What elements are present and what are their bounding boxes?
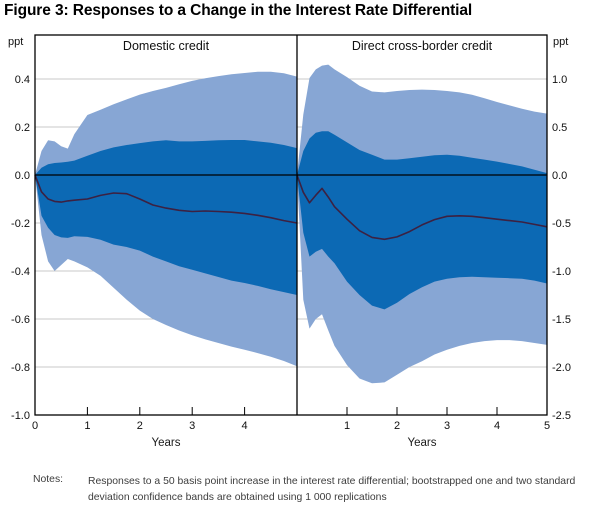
y-axis-right-tick-label: -2.5 bbox=[552, 410, 571, 422]
x-axis-label-right: Years bbox=[407, 437, 437, 449]
y-axis-left-tick-label: -0.8 bbox=[11, 362, 30, 374]
notes-text: Responses to a 50 basis point increase i… bbox=[88, 476, 576, 504]
panel-title-cross-border-credit: Direct cross-border credit bbox=[351, 39, 493, 53]
y-axis-right-tick-label: -1.5 bbox=[552, 314, 571, 326]
y-axis-right-tick-label: 0.5 bbox=[552, 122, 567, 134]
plot-frame bbox=[34, 34, 548, 416]
y-axis-left-tick-label: -0.6 bbox=[11, 314, 30, 326]
y-axis-right-tick-label: 1.0 bbox=[552, 74, 567, 86]
x-axis-tick-label: 4 bbox=[242, 420, 248, 432]
y-axis-left-tick-label: 0.2 bbox=[15, 122, 30, 134]
confidence-band-1sd bbox=[297, 131, 547, 310]
x-axis-tick-label: 3 bbox=[444, 420, 450, 432]
y-axis-right-tick-label: -2.0 bbox=[552, 362, 571, 374]
y-axis-left-tick-label: 0.0 bbox=[15, 170, 30, 182]
y-axis-left-tick-label: -1.0 bbox=[11, 410, 30, 422]
y-axis-right-tick-label: -1.0 bbox=[552, 266, 571, 278]
panel-title-domestic-credit: Domestic credit bbox=[122, 39, 210, 53]
x-axis-label-left: Years bbox=[151, 437, 181, 449]
y-axis-left-tick-label: 0.4 bbox=[15, 74, 30, 86]
y-axis-right-tick-label: -0.5 bbox=[552, 218, 571, 230]
y-axis-right-unit: ppt bbox=[553, 36, 569, 48]
x-axis-tick-label: 2 bbox=[137, 420, 143, 432]
x-axis-tick-label: 1 bbox=[344, 420, 350, 432]
y-axis-left-tick-label: -0.4 bbox=[11, 266, 30, 278]
confidence-band-1sd bbox=[35, 140, 297, 295]
x-axis-tick-label: 3 bbox=[189, 420, 195, 432]
notes-label: Notes: bbox=[33, 474, 64, 485]
y-axis-left-tick-label: -0.2 bbox=[11, 218, 30, 230]
x-axis-tick-label: 0 bbox=[32, 420, 38, 432]
x-axis-tick-label: 4 bbox=[494, 420, 500, 432]
y-axis-left-unit: ppt bbox=[8, 36, 24, 48]
response-line bbox=[34, 174, 298, 224]
response-line bbox=[296, 174, 548, 241]
x-axis-tick-label: 1 bbox=[84, 420, 90, 432]
x-axis-tick-label: 5 bbox=[544, 420, 550, 432]
figure-title: Figure 3: Responses to a Change in the I… bbox=[4, 2, 473, 19]
y-axis-right-tick-label: 0.0 bbox=[552, 170, 567, 182]
x-axis-tick-label: 2 bbox=[394, 420, 400, 432]
